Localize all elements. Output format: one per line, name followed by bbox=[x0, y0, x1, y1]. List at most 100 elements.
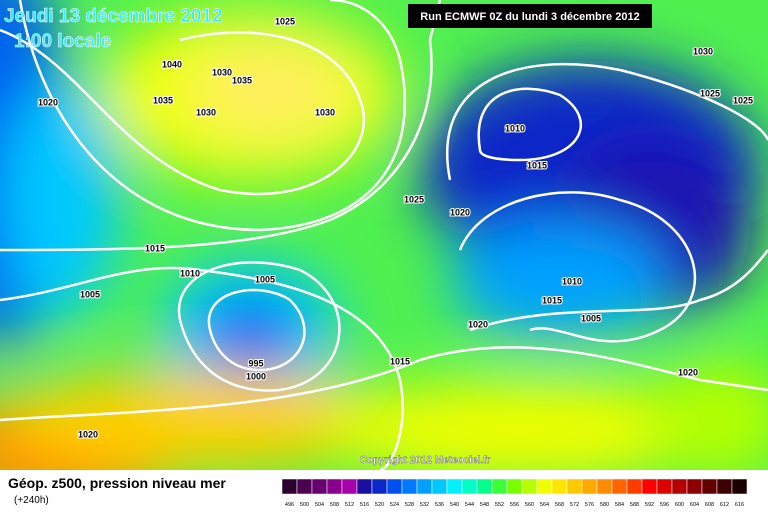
isobar-label: 1005 bbox=[581, 313, 601, 323]
scale-label: 536 bbox=[435, 502, 444, 508]
isobar-label: 1015 bbox=[390, 356, 410, 366]
scale-swatch bbox=[431, 478, 448, 495]
scale-swatch bbox=[671, 478, 688, 495]
isobar-label: 1025 bbox=[733, 95, 753, 105]
isobar-label: 995 bbox=[248, 358, 263, 368]
scale-label: 524 bbox=[390, 502, 399, 508]
scale-swatch bbox=[356, 478, 373, 495]
scale-swatch bbox=[296, 478, 313, 495]
scale-swatch bbox=[716, 478, 733, 495]
isobar-label: 1020 bbox=[678, 367, 698, 377]
scale-swatch bbox=[326, 478, 343, 495]
scale-label: 556 bbox=[510, 502, 519, 508]
scale-swatch bbox=[476, 478, 493, 495]
isobar-label: 1020 bbox=[450, 207, 470, 217]
scale-label: 572 bbox=[570, 502, 579, 508]
scale-label: 576 bbox=[585, 502, 594, 508]
scale-label: 532 bbox=[420, 502, 429, 508]
scale-swatch bbox=[461, 478, 478, 495]
isobar-label: 1030 bbox=[196, 107, 216, 117]
isobar-label: 1020 bbox=[78, 429, 98, 439]
scale-swatch bbox=[506, 478, 523, 495]
scale-label: 504 bbox=[315, 502, 324, 508]
scale-swatch bbox=[611, 478, 628, 495]
scale-swatch bbox=[401, 478, 418, 495]
scale-swatch bbox=[281, 478, 298, 495]
scale-label: 564 bbox=[540, 502, 549, 508]
scale-swatch bbox=[731, 478, 748, 495]
scale-label: 588 bbox=[630, 502, 639, 508]
isobar-label: 1015 bbox=[542, 295, 562, 305]
scale-swatch bbox=[551, 478, 568, 495]
scale-swatch bbox=[536, 478, 553, 495]
scale-swatch bbox=[386, 478, 403, 495]
scale-label: 552 bbox=[495, 502, 504, 508]
isobar-label: 1025 bbox=[275, 16, 295, 26]
scale-swatch bbox=[626, 478, 643, 495]
isobar-label: 1020 bbox=[38, 97, 58, 107]
isobar-label: 1035 bbox=[153, 95, 173, 105]
isobar-label: 1010 bbox=[505, 123, 525, 133]
isobar-label: 1005 bbox=[80, 289, 100, 299]
scale-label: 512 bbox=[345, 502, 354, 508]
scale-swatch bbox=[701, 478, 718, 495]
scale-label: 592 bbox=[645, 502, 654, 508]
scale-label: 516 bbox=[360, 502, 369, 508]
scale-label: 508 bbox=[330, 502, 339, 508]
scale-label: 544 bbox=[465, 502, 474, 508]
scale-label: 528 bbox=[405, 502, 414, 508]
valid-date: Jeudi 13 décembre 2012 bbox=[4, 6, 223, 27]
scale-label: 560 bbox=[525, 502, 534, 508]
scale-label: 580 bbox=[600, 502, 609, 508]
isobar-label: 1015 bbox=[145, 243, 165, 253]
isobar-label: 1000 bbox=[246, 371, 266, 381]
scale-swatch bbox=[521, 478, 538, 495]
scale-swatch bbox=[581, 478, 598, 495]
scale-label: 500 bbox=[300, 502, 309, 508]
isobar-label: 1025 bbox=[404, 194, 424, 204]
isobar-label: 1015 bbox=[527, 160, 547, 170]
run-box bbox=[408, 4, 652, 28]
scale-swatch bbox=[686, 478, 703, 495]
scale-label: 600 bbox=[675, 502, 684, 508]
scale-label: 584 bbox=[615, 502, 624, 508]
scale-swatch bbox=[491, 478, 508, 495]
scale-swatch bbox=[656, 478, 673, 495]
scale-label: 616 bbox=[735, 502, 744, 508]
scale-label: 608 bbox=[705, 502, 714, 508]
lead-time: (+240h) bbox=[14, 495, 49, 506]
copyright: Copyright 2012 Meteociel.fr bbox=[360, 455, 491, 466]
scale-label: 496 bbox=[285, 502, 294, 508]
isobar-label: 1025 bbox=[700, 88, 720, 98]
scale-label: 568 bbox=[555, 502, 564, 508]
isobar-label: 1030 bbox=[693, 46, 713, 56]
scale-label: 604 bbox=[690, 502, 699, 508]
isobar-label: 1010 bbox=[180, 268, 200, 278]
isobar-label: 1010 bbox=[562, 276, 582, 286]
scale-label: 612 bbox=[720, 502, 729, 508]
scale-swatch bbox=[371, 478, 388, 495]
scale-swatch bbox=[416, 478, 433, 495]
scale-label: 596 bbox=[660, 502, 669, 508]
scale-label: 540 bbox=[450, 502, 459, 508]
isobar-label: 1040 bbox=[162, 59, 182, 69]
scale-swatch bbox=[311, 478, 328, 495]
isobar-label: 1035 bbox=[232, 75, 252, 85]
isobar-label: 1030 bbox=[212, 67, 232, 77]
legend-title: Géop. z500, pression niveau mer bbox=[8, 475, 226, 491]
run-label: Run ECMWF 0Z du lundi 3 décembre 2012 bbox=[420, 11, 639, 23]
scale-swatch bbox=[341, 478, 358, 495]
isobar-label: 1020 bbox=[468, 319, 488, 329]
scale-label: 520 bbox=[375, 502, 384, 508]
scale-swatch bbox=[446, 478, 463, 495]
scale-label: 548 bbox=[480, 502, 489, 508]
scale-swatch bbox=[641, 478, 658, 495]
local-time: 1:00 locale bbox=[14, 31, 111, 52]
isobar-label: 1005 bbox=[255, 274, 275, 284]
scale-swatch bbox=[596, 478, 613, 495]
scale-swatch bbox=[566, 478, 583, 495]
